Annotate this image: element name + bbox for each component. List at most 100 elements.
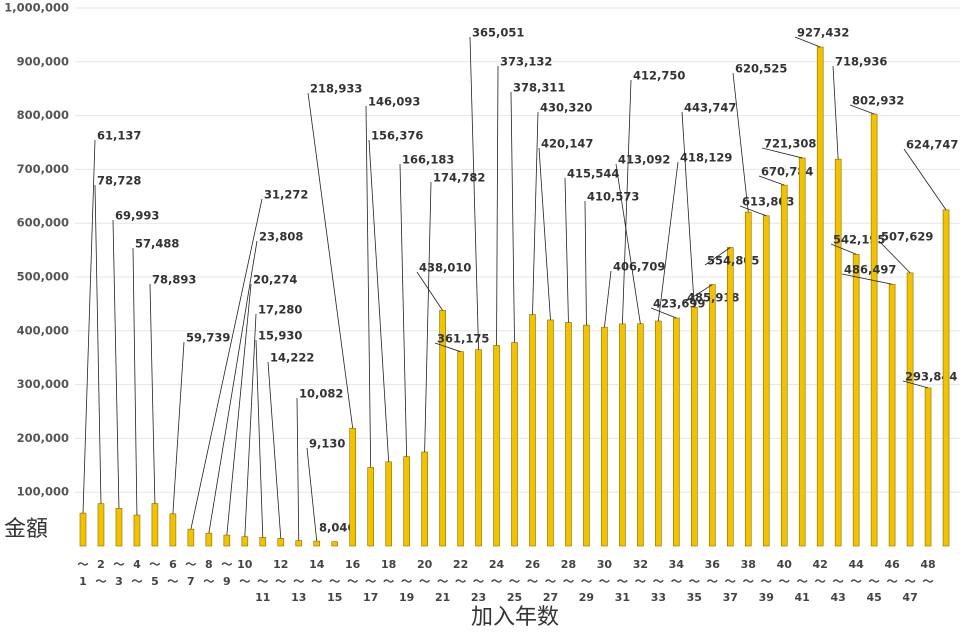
x-tick-label: 44 〜: [848, 558, 864, 588]
leader-line: [496, 65, 499, 346]
data-label: 486,497: [844, 263, 896, 277]
x-tick-label: 〜 29: [579, 575, 594, 604]
leader-line: [657, 161, 679, 322]
leader-line: [399, 163, 408, 457]
data-label: 718,936: [835, 55, 887, 69]
bar: [187, 528, 195, 547]
bar: [79, 512, 87, 547]
bar: [547, 319, 554, 547]
data-label: 624,747: [906, 138, 958, 152]
data-label: 412,750: [633, 69, 685, 83]
leader-line: [849, 104, 875, 115]
x-tick-label: 16 〜: [345, 558, 361, 588]
leader-line: [306, 447, 318, 542]
data-label: 542,195: [833, 233, 885, 247]
data-label: 443,747: [684, 101, 736, 115]
leader-line: [226, 283, 252, 536]
x-tick-label: 14 〜: [309, 558, 325, 588]
data-label: 415,544: [567, 167, 619, 181]
data-label: 410,573: [587, 190, 639, 204]
bar: [798, 157, 806, 547]
leader-line: [434, 342, 461, 353]
bar: [97, 503, 105, 547]
data-label: 373,132: [500, 55, 552, 69]
leader-line: [681, 111, 695, 308]
bar: [241, 536, 249, 547]
bar: [529, 314, 536, 547]
x-tick-label: 〜 33: [651, 575, 666, 604]
bar: [133, 514, 141, 547]
data-label: 57,488: [135, 237, 179, 251]
data-label: 61,137: [97, 129, 141, 143]
y-tick-label: 800,000: [17, 108, 69, 122]
x-tick-label: 〜 41: [795, 575, 810, 604]
data-label: 485,918: [687, 291, 739, 305]
leader-line: [149, 283, 156, 504]
leader-line: [469, 36, 479, 350]
y-tick-label: 1,000,000: [4, 1, 69, 15]
bar: [493, 344, 500, 547]
data-label: 293,844: [905, 370, 957, 384]
leader-line: [684, 284, 713, 303]
bar: [331, 541, 339, 547]
data-label: 10,082: [299, 387, 343, 401]
data-label: 413,092: [618, 153, 670, 167]
leader-line: [255, 339, 264, 538]
data-label: 430,320: [540, 101, 592, 115]
x-tick-label: 〜 1: [78, 558, 89, 588]
x-tick-label: 〜 3: [113, 558, 124, 588]
x-tick-label: 〜 15: [327, 575, 342, 604]
data-label: 406,709: [613, 260, 665, 274]
x-tick-label: 24 〜: [489, 558, 505, 588]
y-tick-label: 500,000: [17, 270, 69, 284]
data-label: 146,093: [368, 95, 420, 109]
leader-line: [424, 181, 432, 452]
y-tick-label: 300,000: [17, 377, 69, 391]
bar: [888, 283, 896, 547]
y-tick-label: 100,000: [17, 485, 69, 499]
data-label: 174,782: [433, 171, 485, 185]
leader-line: [832, 65, 839, 160]
bar: [780, 184, 788, 547]
bar: [457, 351, 464, 547]
bar: [762, 215, 770, 547]
bar: [205, 532, 213, 547]
leader-line: [758, 175, 785, 186]
leader-line: [82, 139, 96, 514]
bar: [169, 513, 177, 547]
bar: [511, 342, 518, 547]
x-tick-label: 〜 39: [759, 575, 774, 604]
leader-line: [132, 247, 138, 516]
x-tick-label: 48 〜: [920, 558, 935, 588]
leader-line: [732, 72, 749, 213]
x-tick-label: 26 〜: [525, 558, 541, 588]
bar: [583, 324, 590, 547]
bar: [403, 456, 410, 547]
x-tick-label: 6 〜: [167, 558, 178, 588]
x-tick-label: 36 〜: [705, 558, 721, 588]
bar: [673, 317, 680, 547]
data-label: 9,130: [309, 437, 345, 451]
leader-line: [510, 91, 515, 343]
x-tick-label: 〜 27: [543, 575, 558, 604]
data-label: 156,376: [371, 129, 423, 143]
data-label: 69,993: [115, 209, 159, 223]
bar: [277, 538, 285, 547]
x-tick-label: 〜 43: [831, 575, 846, 604]
bar: [259, 537, 267, 547]
x-tick-label: 28 〜: [561, 558, 576, 588]
x-tick-label: 〜 5: [149, 558, 160, 588]
y-tick-label: 900,000: [17, 54, 69, 68]
leader-line: [761, 147, 803, 159]
data-label: 378,311: [513, 81, 565, 95]
leader-line: [365, 105, 372, 468]
data-label: 78,893: [152, 273, 196, 287]
x-tick-label: 40 〜: [777, 558, 793, 588]
leader-line: [416, 271, 443, 311]
leader-line: [878, 240, 911, 274]
data-label: 365,051: [472, 26, 524, 40]
leader-line: [244, 313, 257, 537]
bar: [223, 534, 231, 547]
leader-line: [650, 307, 677, 319]
bar: [115, 508, 123, 547]
